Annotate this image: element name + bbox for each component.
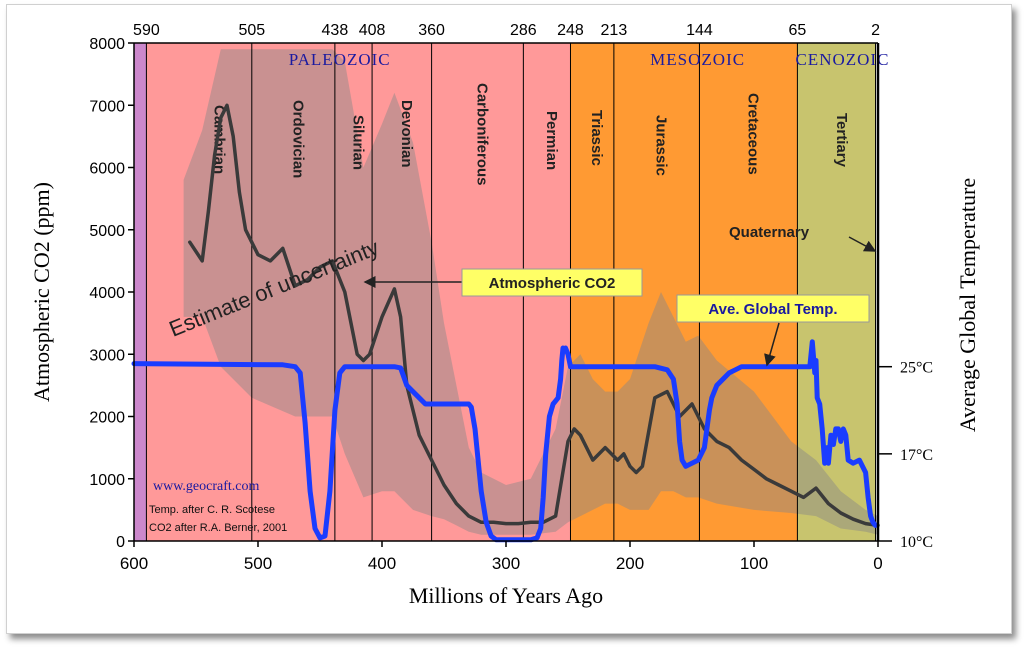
top-tick-label: 408 (359, 22, 386, 39)
temp-pointer-arrow (764, 322, 780, 367)
period-label: Permian (543, 111, 560, 170)
x-tick-label: 400 (368, 554, 396, 573)
x-axis-title: Millions of Years Ago (409, 583, 603, 608)
x-tick-label: 600 (120, 554, 148, 573)
x-tick-label: 0 (873, 554, 882, 573)
y-tick-label: 8000 (89, 36, 125, 53)
y-tick-label: 7000 (89, 98, 125, 115)
top-tick-label: 438 (322, 22, 349, 39)
co2-credit: CO2 after R.A. Berner, 2001 (149, 522, 287, 534)
x-tick-label: 100 (740, 554, 768, 573)
top-tick-label: 213 (601, 22, 628, 39)
period-label: Tertiary (833, 113, 850, 168)
quaternary-label: Quaternary (729, 224, 810, 241)
temp-tick-label: 10°C (900, 534, 933, 551)
co2-label-box (461, 268, 643, 297)
cenozoic-region (797, 43, 876, 541)
y2-axis-title: Average Global Temperature (955, 178, 980, 432)
era-label: PALEOZOIC (289, 50, 391, 69)
top-tick-label: 360 (418, 22, 445, 39)
era-label: CENOZOIC (795, 50, 889, 69)
temp-tick-label: 17°C (900, 447, 933, 464)
website-credit: www.geocraft.com (153, 479, 259, 494)
top-tick-label: 248 (557, 22, 584, 39)
y-tick-label: 4000 (89, 285, 125, 302)
era-label: MESOZOIC (650, 50, 745, 69)
y-axis-title: Atmospheric CO2 (ppm) (29, 182, 54, 402)
temp-label-box (676, 294, 870, 323)
quaternary-pointer-arrow (848, 236, 877, 252)
pre-cambrian-strip (134, 43, 147, 541)
top-tick-label: 2 (871, 22, 880, 39)
uncertainty-band (183, 49, 879, 535)
y-tick-label: 1000 (89, 472, 125, 489)
period-label: Ordovician (289, 100, 306, 178)
y-tick-label: 0 (116, 534, 125, 551)
period-label: Carboniferous (473, 83, 490, 186)
chart-frame: PALEOZOIC MESOZOIC CENOZOIC Cambrian Ordovic… (6, 4, 1012, 634)
period-label: Cretaceous (744, 93, 761, 175)
co2-series-line (188, 103, 880, 528)
period-label: Triassic (588, 110, 605, 166)
y-tick-label: 3000 (89, 347, 125, 364)
x-tick-label: 200 (616, 554, 644, 573)
top-tick-label: 286 (510, 22, 537, 39)
top-tick-label: 144 (686, 22, 713, 39)
period-label: Jurassic (653, 115, 670, 176)
top-tick-label: 65 (789, 22, 807, 39)
y-tick-label: 2000 (89, 410, 125, 427)
y-tick-label: 5000 (89, 223, 125, 240)
period-label: Silurian (349, 115, 366, 170)
top-tick-label: 590 (133, 22, 160, 39)
temperature-series-line (131, 339, 878, 543)
temp-label: Ave. Global Temp. (708, 301, 837, 318)
top-tick-label: 505 (238, 22, 265, 39)
y-tick-label: 6000 (89, 161, 125, 178)
period-label: Devonian (398, 100, 415, 168)
co2-label: Atmospheric CO2 (489, 275, 616, 292)
x-tick-label: 500 (244, 554, 272, 573)
temp-tick-label: 25°C (900, 360, 933, 377)
temp-credit: Temp. after C. R. Scotese (149, 504, 275, 516)
x-tick-label: 300 (492, 554, 520, 573)
